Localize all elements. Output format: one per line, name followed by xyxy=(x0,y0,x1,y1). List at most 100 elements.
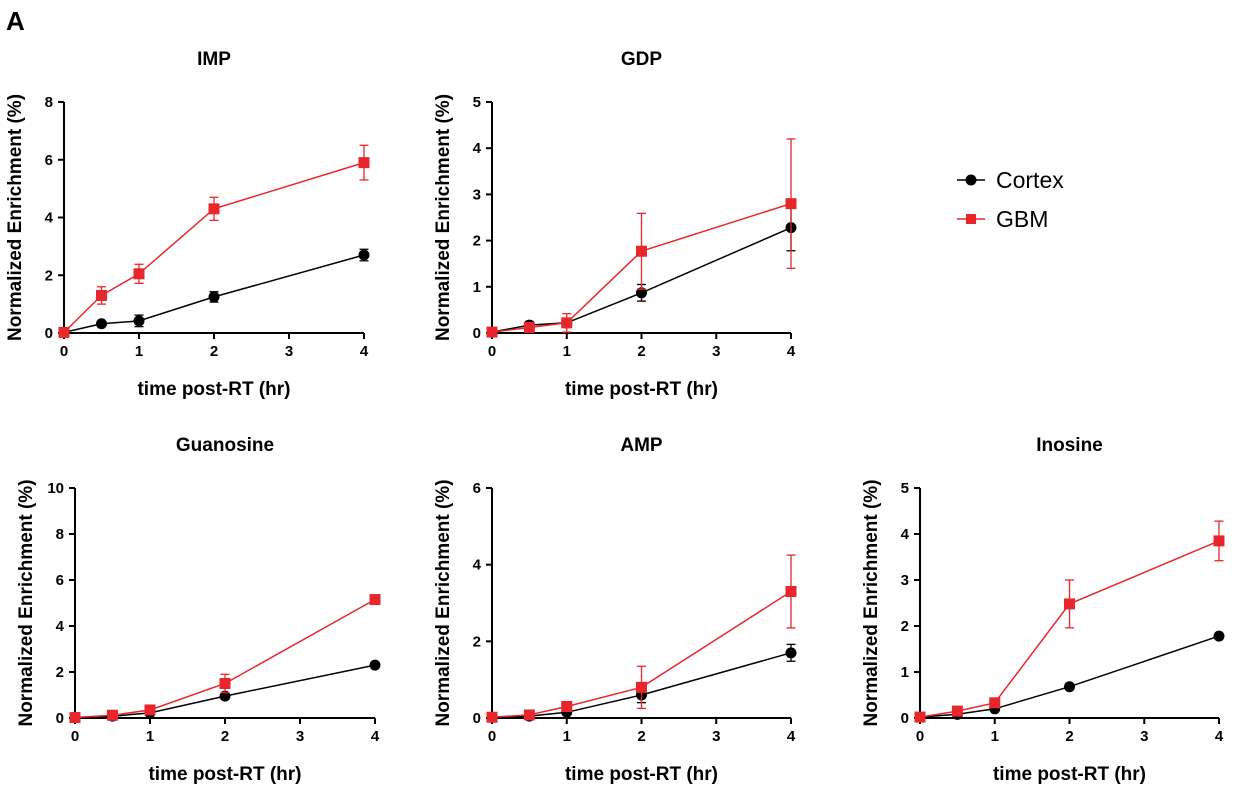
x-tick-label: 1 xyxy=(563,728,571,745)
y-tick-label: 3 xyxy=(901,572,909,589)
chart-title: IMP xyxy=(197,49,231,70)
data-point-gbm xyxy=(636,245,647,257)
x-tick-label: 2 xyxy=(637,728,645,745)
y-tick-label: 5 xyxy=(473,94,481,111)
x-tick-label: 3 xyxy=(1140,728,1148,745)
y-tick-label: 2 xyxy=(901,618,909,635)
data-point-gbm xyxy=(208,203,220,215)
data-point-cortex xyxy=(96,318,107,330)
y-tick-label: 2 xyxy=(473,633,481,650)
x-axis-label: time post-RT (hr) xyxy=(148,764,301,785)
x-tick-label: 2 xyxy=(1065,728,1073,745)
data-point-gbm xyxy=(58,326,70,338)
data-point-gbm xyxy=(133,268,145,280)
legend-label-gbm: GBM xyxy=(996,206,1048,232)
y-tick-label: 0 xyxy=(901,710,909,727)
y-tick-label: 2 xyxy=(56,664,64,681)
y-tick-label: 0 xyxy=(45,325,53,342)
y-tick-label: 4 xyxy=(45,210,54,227)
x-tick-label: 1 xyxy=(563,343,571,360)
y-axis-label: Normalized Enrichment (%) xyxy=(5,94,26,341)
y-tick-label: 0 xyxy=(473,325,481,342)
data-point-cortex xyxy=(133,315,145,327)
y-tick-label: 1 xyxy=(473,279,481,296)
panel-inosine: Inosine 0 1 2 3 4 5 0 1 2 3 4 time post-RT (hr) Norma… xyxy=(861,435,1225,785)
data-point-gbm xyxy=(486,326,498,338)
legend-label-cortex: Cortex xyxy=(996,167,1064,193)
x-tick-label: 4 xyxy=(360,343,369,360)
y-tick-label: 1 xyxy=(901,664,909,681)
data-point-cortex xyxy=(785,647,797,659)
data-point-gbm xyxy=(561,701,573,712)
data-point-gbm xyxy=(989,697,1001,709)
x-axis-label: time post-RT (hr) xyxy=(565,379,718,400)
x-tick-label: 0 xyxy=(488,343,496,360)
y-tick-label: 6 xyxy=(473,480,481,497)
panel-amp: AMP 0 2 4 6 0 1 2 3 4 time post-RT (hr) Normalized … xyxy=(433,435,797,785)
data-point-cortex xyxy=(1213,630,1225,642)
data-point-gbm xyxy=(107,709,118,721)
data-point-cortex xyxy=(219,690,231,702)
x-axis-label: time post-RT (hr) xyxy=(565,764,718,785)
series-gbm xyxy=(69,594,381,724)
data-point-cortex xyxy=(369,659,381,671)
data-point-cortex xyxy=(208,291,220,303)
x-tick-label: 0 xyxy=(488,728,496,745)
data-point-gbm xyxy=(914,711,926,723)
chart-title: Inosine xyxy=(1036,435,1103,456)
data-point-gbm xyxy=(69,712,81,724)
x-tick-label: 4 xyxy=(787,343,796,360)
panel-imp: IMP 0 2 4 6 8 0 1 2 3 4 time post-RT (hr) Normalized… xyxy=(5,49,370,400)
legend: Cortex GBM xyxy=(957,167,1064,232)
data-point-gbm xyxy=(523,321,535,333)
x-tick-label: 1 xyxy=(135,343,143,360)
data-point-gbm xyxy=(369,594,381,606)
chart-title: AMP xyxy=(620,435,663,456)
series-line-cortex xyxy=(919,635,1220,718)
y-tick-label: 8 xyxy=(45,94,53,111)
x-tick-label: 0 xyxy=(60,343,68,360)
x-tick-label: 1 xyxy=(146,728,154,745)
x-tick-label: 4 xyxy=(371,728,380,745)
data-point-gbm xyxy=(785,198,797,210)
x-axis-label: time post-RT (hr) xyxy=(137,379,290,400)
data-point-gbm xyxy=(96,289,107,301)
panel-guanosine: Guanosine 0 2 4 6 8 10 0 1 2 3 4 time post-RT (hr) No… xyxy=(16,435,381,785)
y-axis-label: Normalized Enrichment (%) xyxy=(433,94,454,341)
data-point-gbm xyxy=(785,586,797,597)
series-gbm xyxy=(486,138,797,338)
series-gbm xyxy=(914,520,1225,723)
x-tick-label: 4 xyxy=(787,728,796,745)
series-gbm xyxy=(58,144,370,338)
data-point-cortex xyxy=(1064,681,1075,693)
x-tick-label: 0 xyxy=(71,728,79,745)
data-point-gbm xyxy=(219,678,231,689)
chart-title: GDP xyxy=(621,49,663,70)
data-point-gbm xyxy=(523,709,535,721)
data-point-cortex xyxy=(358,249,370,261)
y-tick-label: 2 xyxy=(473,233,481,250)
legend-marker-cortex xyxy=(965,174,977,186)
legend-entry-gbm: GBM xyxy=(957,206,1048,232)
data-point-cortex xyxy=(636,287,647,299)
legend-entry-cortex: Cortex xyxy=(957,167,1064,193)
y-tick-label: 5 xyxy=(901,480,909,497)
chart-title: Guanosine xyxy=(176,435,274,456)
series-gbm xyxy=(486,554,797,723)
y-tick-label: 3 xyxy=(473,186,481,203)
x-tick-label: 3 xyxy=(712,343,720,360)
y-tick-label: 0 xyxy=(56,710,64,727)
panel-gdp: GDP 0 1 2 3 4 5 0 1 2 3 4 time post-RT (hr) Normalize… xyxy=(433,49,797,400)
y-tick-label: 2 xyxy=(45,267,53,284)
x-axis-label: time post-RT (hr) xyxy=(993,764,1146,785)
y-tick-label: 4 xyxy=(473,140,482,157)
data-point-gbm xyxy=(951,705,963,717)
y-axis-label: Normalized Enrichment (%) xyxy=(16,479,37,726)
data-point-gbm xyxy=(144,704,156,716)
x-tick-label: 4 xyxy=(1215,728,1224,745)
x-tick-label: 0 xyxy=(916,728,924,745)
y-tick-label: 6 xyxy=(56,572,64,589)
y-tick-label: 0 xyxy=(473,710,481,727)
y-tick-label: 10 xyxy=(47,480,64,497)
